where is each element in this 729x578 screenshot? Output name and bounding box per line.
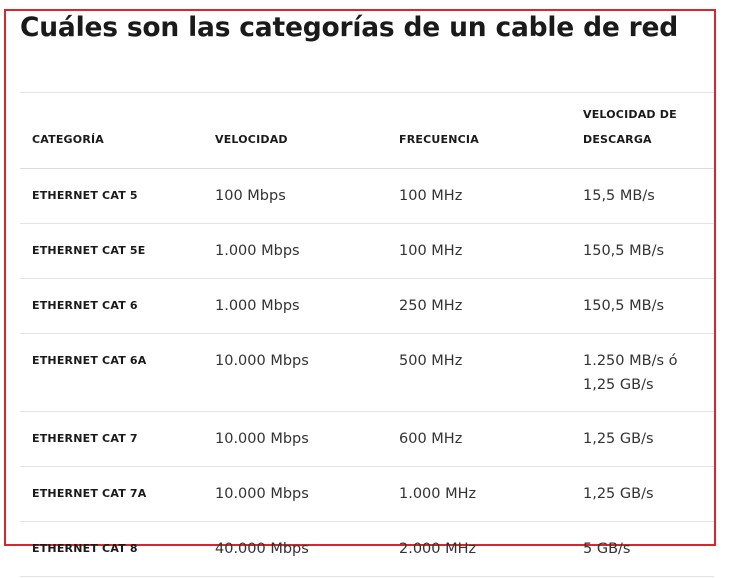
header-descarga-line2: DESCARGA [583, 133, 652, 146]
cell-frecuencia: 100 MHz [387, 168, 571, 224]
table-row: ETHERNET CAT 5E 1.000 Mbps 100 MHz 150,5… [20, 223, 714, 279]
cell-velocidad: 10.000 Mbps [203, 411, 387, 467]
cell-categoria: ETHERNET CAT 6 [20, 278, 203, 334]
table-row: ETHERNET CAT 8 40.000 Mbps 2.000 MHz 5 G… [20, 521, 714, 577]
table-row: ETHERNET CAT 7 10.000 Mbps 600 MHz 1,25 … [20, 411, 714, 467]
header-descarga-line1: VELOCIDAD DE [583, 108, 677, 121]
cell-velocidad: 100 Mbps [203, 168, 387, 224]
cell-velocidad: 1.000 Mbps [203, 278, 387, 334]
cell-velocidad: 10.000 Mbps [203, 333, 387, 412]
header-velocidad: VELOCIDAD [203, 93, 387, 169]
cell-descarga: 1.250 MB/s ó 1,25 GB/s [571, 333, 714, 412]
cell-descarga: 5 GB/s [571, 521, 714, 577]
categories-table: CATEGORÍA VELOCIDAD FRECUENCIA VELOCIDAD… [20, 93, 714, 577]
header-velocidad-descarga: VELOCIDAD DE DESCARGA [571, 93, 714, 169]
cell-frecuencia: 1.000 MHz [387, 466, 571, 522]
cell-descarga: 15,5 MB/s [571, 168, 714, 224]
cell-velocidad: 1.000 Mbps [203, 223, 387, 279]
header-frecuencia: FRECUENCIA [387, 93, 571, 169]
cell-categoria: ETHERNET CAT 7A [20, 466, 203, 522]
categories-table-container: CATEGORÍA VELOCIDAD FRECUENCIA VELOCIDAD… [20, 92, 714, 577]
cell-descarga: 1,25 GB/s [571, 466, 714, 522]
cell-descarga: 150,5 MB/s [571, 278, 714, 334]
table-row: ETHERNET CAT 5 100 Mbps 100 MHz 15,5 MB/… [20, 168, 714, 224]
table-row: ETHERNET CAT 6A 10.000 Mbps 500 MHz 1.25… [20, 333, 714, 412]
cell-categoria: ETHERNET CAT 8 [20, 521, 203, 577]
cell-frecuencia: 600 MHz [387, 411, 571, 467]
cell-categoria: ETHERNET CAT 5E [20, 223, 203, 279]
cell-categoria: ETHERNET CAT 5 [20, 168, 203, 224]
cell-frecuencia: 2.000 MHz [387, 521, 571, 577]
table-header-row: CATEGORÍA VELOCIDAD FRECUENCIA VELOCIDAD… [20, 93, 714, 169]
cell-frecuencia: 500 MHz [387, 333, 571, 412]
header-categoria: CATEGORÍA [20, 93, 203, 169]
cell-velocidad: 10.000 Mbps [203, 466, 387, 522]
cell-categoria: ETHERNET CAT 6A [20, 333, 203, 412]
table-row: ETHERNET CAT 6 1.000 Mbps 250 MHz 150,5 … [20, 278, 714, 334]
cell-frecuencia: 250 MHz [387, 278, 571, 334]
cell-descarga: 1,25 GB/s [571, 411, 714, 467]
cell-frecuencia: 100 MHz [387, 223, 571, 279]
cell-categoria: ETHERNET CAT 7 [20, 411, 203, 467]
cell-descarga: 150,5 MB/s [571, 223, 714, 279]
cell-velocidad: 40.000 Mbps [203, 521, 387, 577]
table-row: ETHERNET CAT 7A 10.000 Mbps 1.000 MHz 1,… [20, 466, 714, 522]
page-title: Cuáles son las categorías de un cable de… [20, 12, 679, 43]
